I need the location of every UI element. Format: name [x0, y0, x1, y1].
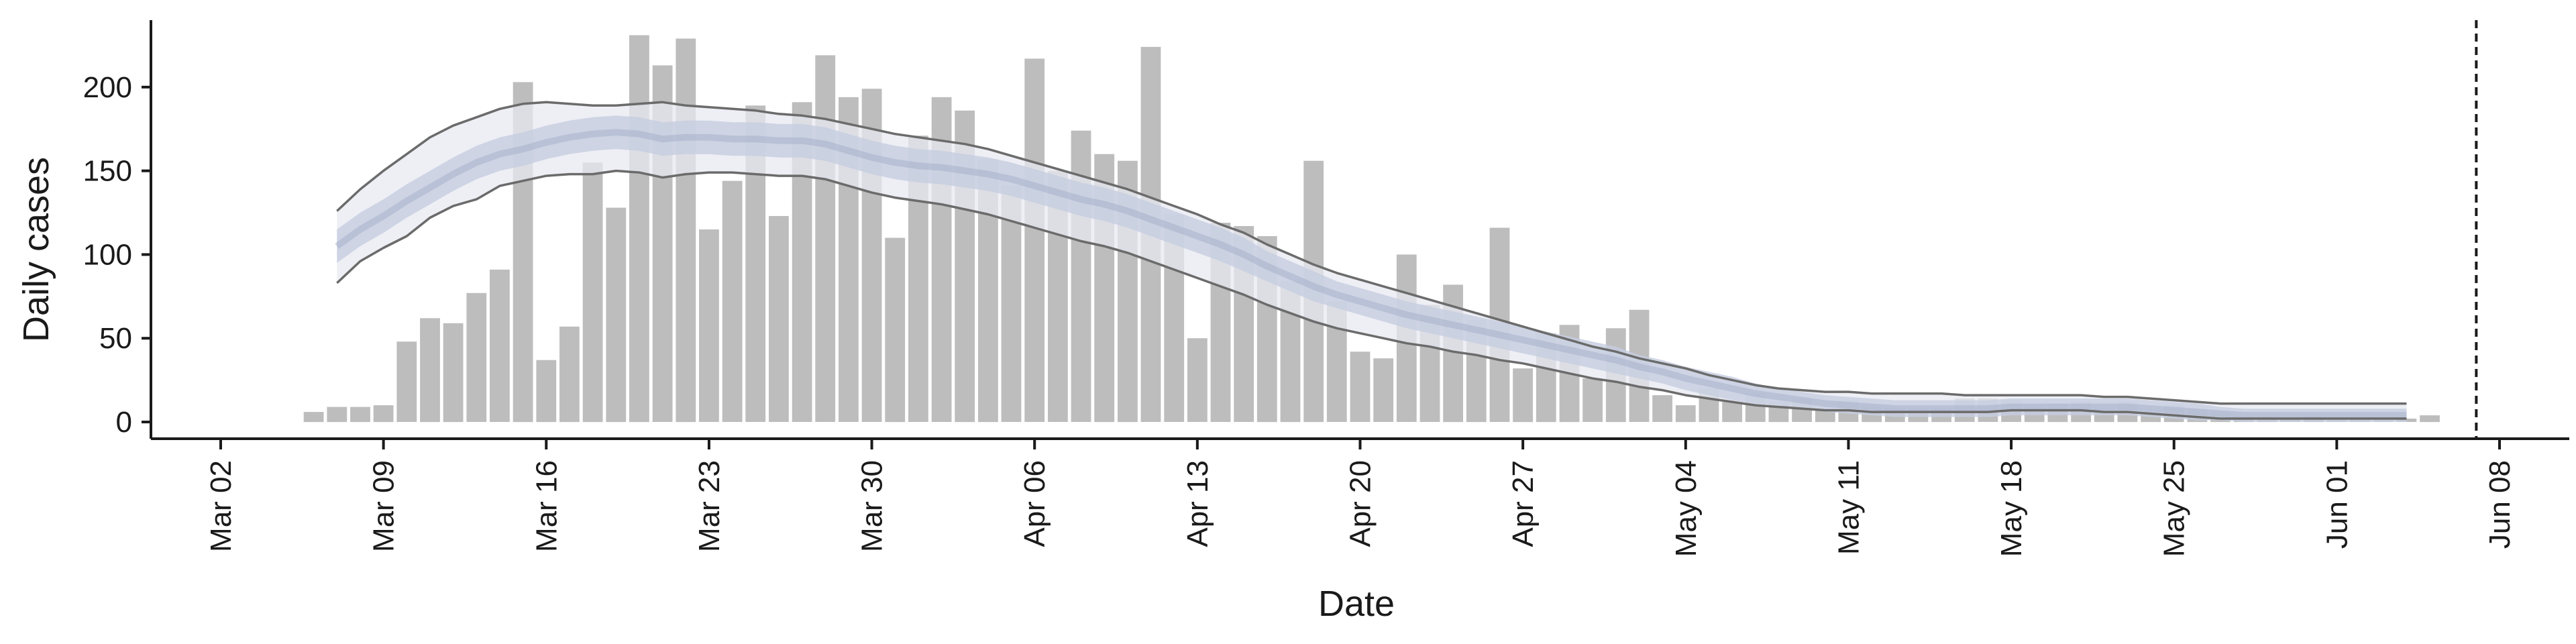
y-tick-label: 0	[116, 406, 132, 439]
x-tick-label: Jun 01	[2320, 460, 2353, 549]
bar	[769, 216, 789, 422]
x-tick-label: Mar 16	[530, 460, 563, 552]
x-tick-label: Apr 27	[1507, 460, 1540, 547]
bars	[303, 35, 2440, 423]
bar	[2420, 415, 2440, 423]
bar	[1187, 338, 1208, 422]
bar	[815, 55, 836, 422]
bar	[1722, 402, 1742, 423]
bar	[443, 323, 464, 423]
bar	[1373, 358, 1394, 422]
estimate-lines	[335, 101, 2407, 420]
bar	[722, 180, 743, 422]
y-tick-label: 50	[99, 322, 132, 355]
x-tick-label: Mar 09	[368, 460, 400, 552]
x-tick-label: May 04	[1670, 460, 1703, 557]
bar	[327, 407, 347, 423]
bar	[490, 269, 510, 422]
bar	[1001, 186, 1022, 422]
bar	[1652, 395, 1672, 422]
bar	[373, 405, 394, 423]
bar	[1675, 405, 1696, 423]
x-tick-label: May 18	[1995, 460, 2028, 557]
x-axis-title: Date	[1318, 584, 1395, 624]
x-tick-label: Jun 08	[2483, 460, 2516, 549]
x-tick-label: May 25	[2158, 460, 2191, 557]
bar	[885, 237, 906, 423]
bar	[606, 207, 627, 423]
x-tick-label: Mar 30	[856, 460, 889, 552]
median-line	[335, 129, 2407, 419]
lower-line	[336, 169, 2407, 420]
bar	[559, 326, 580, 423]
bar	[629, 35, 649, 423]
bar	[536, 360, 557, 423]
bar	[396, 341, 417, 422]
upper-line	[336, 101, 2407, 405]
bar	[582, 162, 603, 423]
y-tick-label: 150	[83, 155, 132, 188]
bar	[699, 229, 719, 422]
axes: 0 50 100 150 200 Mar 02 Mar 09 Mar 16 Mar 23 Mar …	[83, 20, 2569, 557]
bar	[676, 38, 696, 423]
outer-band	[337, 102, 2407, 419]
y-tick-label: 100	[83, 238, 132, 271]
bar	[1024, 58, 1045, 422]
bar	[1582, 378, 1603, 422]
y-axis-title: Daily cases	[16, 157, 56, 342]
x-tick-label: Apr 13	[1181, 460, 1214, 547]
bar	[420, 318, 440, 423]
bar	[466, 292, 487, 422]
y-tick-label: 200	[83, 71, 132, 104]
bar	[1350, 352, 1371, 422]
bar	[303, 412, 324, 423]
x-tick-label: Apr 06	[1018, 460, 1051, 547]
x-tick-label: Apr 20	[1344, 460, 1377, 547]
x-tick-label: Mar 23	[693, 460, 726, 552]
bar	[350, 407, 370, 423]
x-tick-label: May 11	[1832, 460, 1865, 555]
x-tick-label: Mar 02	[205, 460, 237, 552]
bar	[1513, 368, 1533, 423]
